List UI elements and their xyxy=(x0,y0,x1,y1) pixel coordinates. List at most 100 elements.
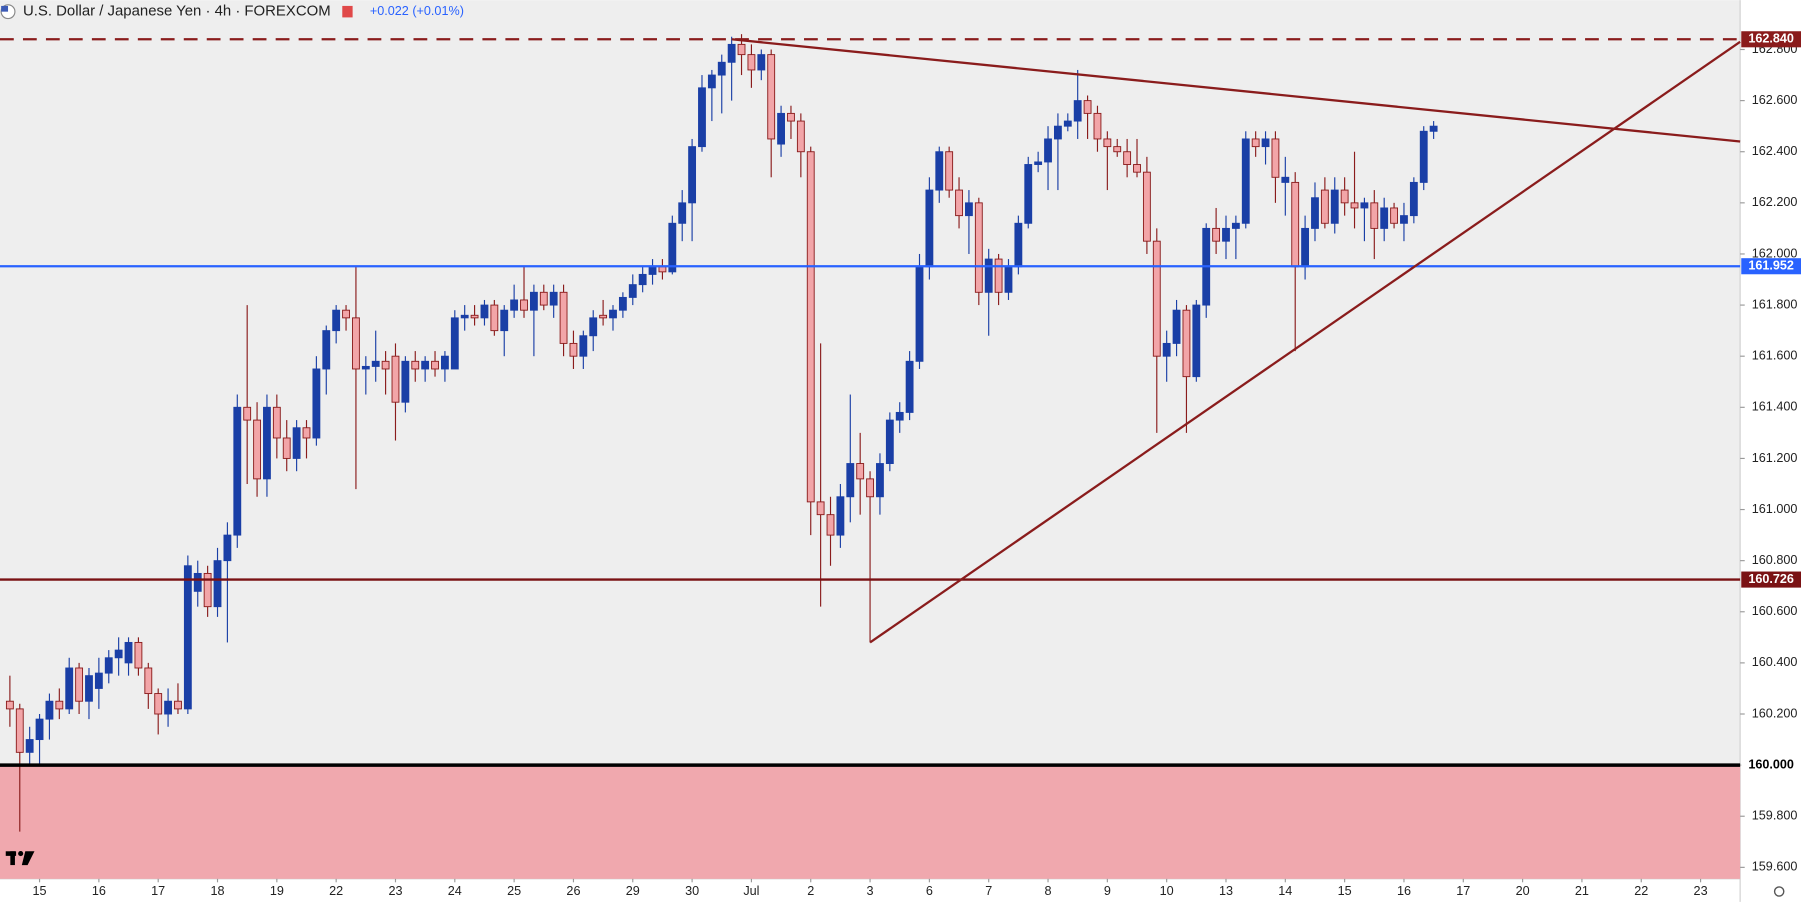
candle-body xyxy=(1251,138,1260,148)
candle-body xyxy=(895,411,904,421)
candle-body xyxy=(589,317,598,337)
y-tick-label: 160.200 xyxy=(1752,706,1798,720)
y-tick-label: 160.400 xyxy=(1752,655,1798,669)
x-tick-label: 16 xyxy=(92,884,106,898)
candle-body xyxy=(965,202,973,217)
candle-body xyxy=(460,314,469,319)
candle-body xyxy=(1142,171,1151,242)
candle-body xyxy=(1222,227,1230,242)
candle-body xyxy=(134,641,143,669)
candle-body xyxy=(65,667,74,710)
x-tick-label: 9 xyxy=(1104,884,1111,898)
candle-body xyxy=(994,258,1003,293)
price-change: +0.022 (+0.01%) xyxy=(370,4,464,18)
candle-body xyxy=(1261,138,1270,148)
candle-body xyxy=(174,700,182,710)
x-tick-label: 13 xyxy=(1219,884,1233,898)
x-tick-label: 2 xyxy=(807,884,814,898)
settings-icon-ring[interactable] xyxy=(1773,886,1785,897)
x-tick-label: 22 xyxy=(1634,884,1648,898)
x-tick-label: 26 xyxy=(566,884,580,898)
candle-body xyxy=(579,335,588,357)
candle-body xyxy=(955,189,963,217)
candle-body xyxy=(876,463,884,498)
candle-body xyxy=(559,291,568,344)
candle-body xyxy=(777,112,785,145)
candle-body xyxy=(1320,189,1329,224)
candle-body xyxy=(1182,309,1191,378)
y-tick-label: 160.800 xyxy=(1752,553,1798,567)
candle-body xyxy=(796,120,805,153)
candle-body xyxy=(707,74,716,89)
chart-title: U.S. Dollar / Japanese Yen · 4h · FOREXC… xyxy=(23,3,331,20)
candle-body xyxy=(520,299,528,311)
x-tick-label: 19 xyxy=(270,884,284,898)
candle-body xyxy=(1034,161,1043,165)
candle-body xyxy=(85,675,93,702)
candle-body xyxy=(1123,151,1132,165)
lines-layer xyxy=(0,38,1741,767)
candle-body xyxy=(787,112,795,122)
x-tick-label: 22 xyxy=(329,884,343,898)
candle-body xyxy=(440,355,449,370)
candle-body xyxy=(1241,138,1250,224)
candle-body xyxy=(431,360,439,370)
candle-body xyxy=(717,61,726,76)
candle-body xyxy=(391,355,400,403)
candle-body xyxy=(1083,100,1092,114)
candle-body xyxy=(1004,266,1013,293)
plot-background xyxy=(0,0,1741,879)
candle-body xyxy=(727,43,736,63)
x-tick-label: 30 xyxy=(685,884,699,898)
candle-body xyxy=(529,291,538,311)
candle-body xyxy=(1291,181,1300,268)
candle-body xyxy=(401,360,410,403)
x-tick-label: 17 xyxy=(151,884,165,898)
candle-body xyxy=(1301,227,1310,268)
candle-body xyxy=(75,667,84,702)
candle-body xyxy=(569,342,578,357)
candle-body xyxy=(638,273,647,286)
candle-body xyxy=(500,309,509,332)
candle-body xyxy=(1172,309,1181,344)
candle-body xyxy=(816,501,825,516)
x-tick-label: 15 xyxy=(1338,884,1352,898)
settings-icon[interactable] xyxy=(1773,886,1785,897)
candle-body xyxy=(124,641,133,664)
price-level-label: 160.000 xyxy=(1748,757,1794,771)
candle-body xyxy=(1429,125,1438,132)
candle-body xyxy=(1063,120,1072,127)
candle-body xyxy=(193,572,202,592)
candle-body xyxy=(1212,227,1221,242)
candle-body xyxy=(470,314,479,319)
x-tick-label: 17 xyxy=(1456,884,1470,898)
candle-body xyxy=(1053,125,1062,140)
y-tick-label: 160.600 xyxy=(1752,604,1798,618)
candle-body xyxy=(352,317,360,370)
candle-body xyxy=(905,360,914,413)
candle-body xyxy=(272,406,281,439)
x-tick-label: Jul xyxy=(743,884,759,898)
candle-body xyxy=(866,478,874,498)
candle-body xyxy=(5,700,14,710)
candle-body xyxy=(1073,100,1082,122)
candle-body xyxy=(15,708,24,753)
candle-body xyxy=(45,700,54,720)
price-level-label: 161.952 xyxy=(1748,259,1794,273)
candle-body xyxy=(1014,222,1023,268)
x-tick-label: 10 xyxy=(1160,884,1174,898)
candle-body xyxy=(974,202,983,293)
candle-body xyxy=(480,304,489,319)
candle-body xyxy=(1162,342,1171,357)
y-tick-label: 161.000 xyxy=(1752,502,1798,516)
price-level-tag xyxy=(1741,31,1801,48)
candle-body xyxy=(1113,146,1122,153)
candle-body xyxy=(885,419,894,464)
candle-body xyxy=(213,560,222,608)
candle-body xyxy=(183,565,192,710)
candle-body xyxy=(688,146,697,204)
candle-body xyxy=(371,360,380,367)
candle-body xyxy=(282,437,291,459)
